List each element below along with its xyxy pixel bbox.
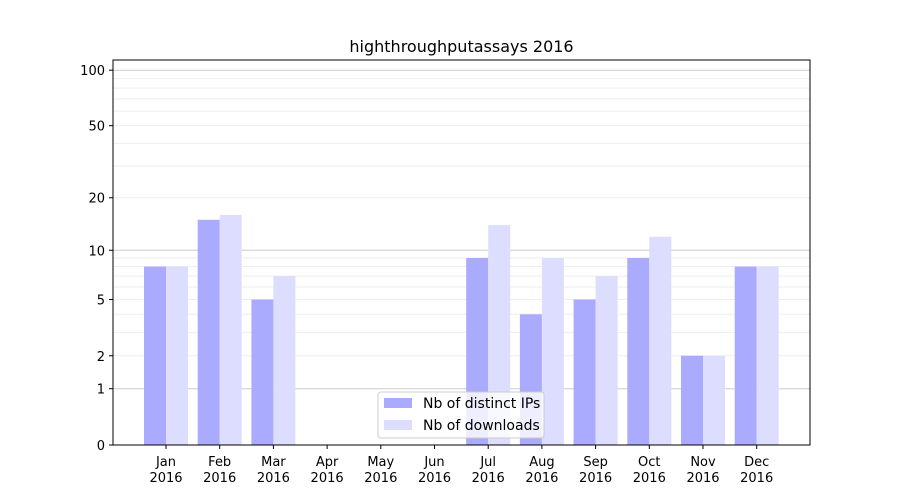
legend-label-distinct-ips: Nb of distinct IPs [423,396,540,412]
x-tick-label: Oct 2016 [633,455,666,486]
chart-title: highthroughputassays 2016 [349,37,573,56]
y-tick-label: 20 [88,192,105,207]
bar-distinct-ips [627,258,650,445]
bar-downloads [595,276,618,445]
bar-downloads [488,225,511,445]
bar-distinct-ips [144,266,166,445]
y-tick-label: 5 [97,293,105,308]
bar-downloads [219,214,242,445]
x-tick-label: Apr 2016 [311,455,344,486]
bar-downloads [273,276,296,445]
x-tick-label: Sep 2016 [579,455,612,486]
bars [144,214,779,445]
y-tick-label: 100 [80,64,105,79]
x-tick-label: Jan 2016 [149,455,182,486]
y-axis: 0 1 2 5 10 20 50 100 [80,64,113,454]
bar-distinct-ips [681,355,703,445]
legend-box [377,391,545,439]
bar-distinct-ips [197,219,220,445]
y-tick-label: 10 [88,244,105,259]
y-tick-label: 0 [97,439,105,454]
bar-downloads [703,355,725,445]
y-tick-label: 2 [97,350,105,365]
bar-downloads [649,236,672,445]
legend-label-downloads: Nb of downloads [423,418,540,434]
bar-downloads [756,266,779,445]
y-tick-label: 1 [97,383,105,398]
legend-swatch-distinct-ips [384,398,412,408]
x-tick-label: Jun 2016 [418,455,451,486]
x-axis: Jan 2016 Feb 2016 Mar 2016 Apr 2016 May 2016 Jun 20… [149,445,773,486]
x-tick-label: Dec 2016 [740,455,773,486]
bar-distinct-ips [251,299,274,445]
x-tick-label: Jul 2016 [472,455,505,486]
x-tick-label: Mar 2016 [257,455,290,486]
x-tick-label: Nov 2016 [686,455,719,486]
legend: Nb of distinct IPs Nb of downloads [377,391,545,439]
x-tick-label: Feb 2016 [203,455,236,486]
bar-downloads [541,258,564,445]
axes-frame [112,59,811,446]
x-tick-label: May 2016 [364,455,397,486]
legend-swatch-downloads [384,420,412,430]
bar-distinct-ips [734,266,757,445]
y-tick-label: 50 [88,120,105,135]
x-tick-label: Aug 2016 [525,455,558,486]
bar-distinct-ips [573,299,596,445]
bar-downloads [166,266,188,445]
